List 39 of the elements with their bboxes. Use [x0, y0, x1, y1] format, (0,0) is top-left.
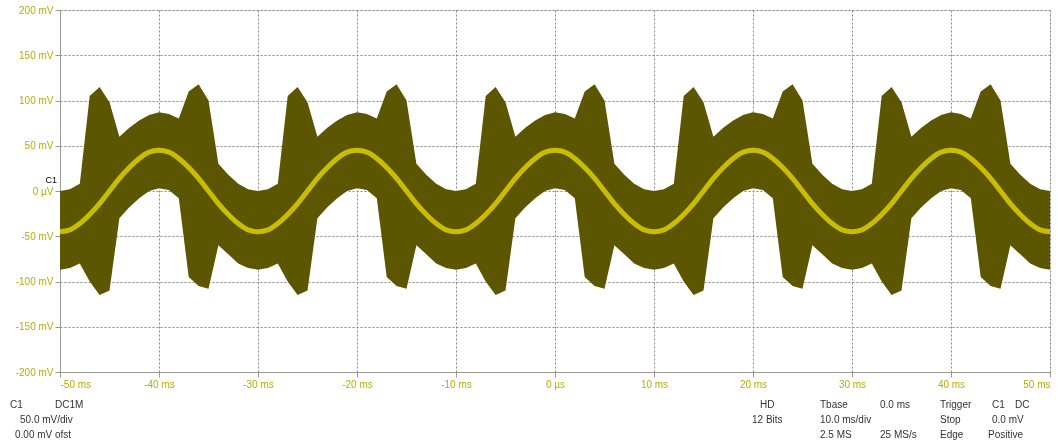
y-tick-label: -150 mV	[15, 321, 54, 333]
y-tick-label: -50 mV	[21, 230, 54, 242]
text: C1	[10, 399, 24, 410]
y-tick-label: 150 mV	[19, 49, 54, 61]
x-tick-label: 30 ms	[838, 378, 867, 390]
y-tick-label: -100 mV	[15, 276, 54, 287]
text: Positive	[988, 429, 1024, 440]
text: Edge	[940, 429, 964, 440]
text: 10.0 ms/div	[820, 414, 872, 425]
y-tick-label: 0 µV	[32, 185, 54, 197]
text: 12 Bits	[752, 414, 783, 425]
x-tick-label: 50 ms	[1023, 378, 1051, 390]
x-tick-label: -20 ms	[342, 378, 373, 390]
text: Tbase	[820, 399, 849, 410]
text: DC1M	[55, 399, 84, 410]
x-tick-label: 20 ms	[739, 378, 768, 390]
annotation: C1	[45, 175, 57, 185]
text: 2.5 MS	[820, 429, 853, 440]
y-tick-label: 200 mV	[19, 4, 54, 16]
x-tick-label: 40 ms	[937, 378, 966, 390]
x-tick-label: 10 ms	[640, 378, 669, 390]
text: 0.00 mV ofst	[15, 429, 72, 440]
text: 0.0 mV	[992, 414, 1025, 425]
y-tick-label: 50 mV	[24, 140, 54, 152]
x-tick-label: -40 ms	[144, 378, 175, 390]
text: Trigger	[940, 399, 972, 410]
text: C1	[992, 399, 1006, 410]
x-tick-label: -30 ms	[243, 378, 274, 390]
text: Stop	[940, 414, 962, 425]
x-tick-label: -50 ms	[60, 378, 92, 390]
y-tick-label: -200 mV	[15, 366, 54, 378]
text: 0.0 ms	[880, 399, 911, 410]
y-tick-label: 100 mV	[19, 95, 54, 106]
text: 50.0 mV/div	[20, 414, 73, 425]
x-tick-label: -10 ms	[441, 378, 472, 390]
text: 25 MS/s	[880, 429, 917, 440]
text: HD	[760, 399, 775, 410]
x-tick-label: 0 µs	[545, 378, 566, 390]
text: DC	[1015, 399, 1030, 410]
